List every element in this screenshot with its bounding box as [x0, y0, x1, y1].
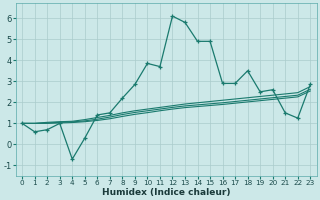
X-axis label: Humidex (Indice chaleur): Humidex (Indice chaleur) [102, 188, 230, 197]
